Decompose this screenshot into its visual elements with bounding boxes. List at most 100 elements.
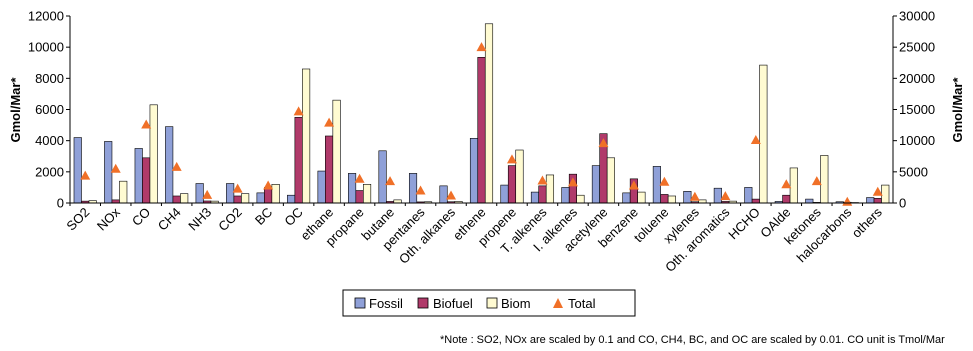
bar-fossil-toluene: [652, 166, 661, 204]
bar-fossil-butane: [378, 150, 387, 204]
legend: Fossil Biofuel Biom Total: [342, 289, 636, 317]
bar-fossil-acetylene: [591, 165, 600, 204]
bar-fossil-t-alkenes: [530, 191, 540, 204]
total-marker-benzene: [628, 180, 639, 190]
category-label: BC: [252, 205, 275, 228]
right-tick-label: 10000: [899, 133, 935, 148]
right-tick-label: 25000: [899, 40, 935, 55]
bar-biom-bc: [271, 184, 280, 204]
left-tick-label: 10000: [28, 40, 64, 55]
bar-biom-t-alkenes: [545, 174, 555, 204]
total-marker-toluene: [659, 176, 670, 186]
bar-biom-i-alkenes: [576, 194, 585, 204]
total-marker-xylenes: [689, 191, 700, 201]
left-tick-label: 0: [57, 196, 64, 211]
category-label: NH3: [185, 205, 214, 234]
right-axis-ticks: 0 5000 10000 15000 20000 25000 30000: [893, 9, 935, 211]
total-marker-nh3: [202, 189, 213, 199]
total-marker-so2: [80, 170, 91, 180]
bar-biom-acetylene: [606, 157, 615, 204]
bar-biofuel-co: [142, 157, 151, 204]
category-label: CO: [129, 205, 153, 229]
category-labels: SO2 NOx CO CH4 NH3 CO2 BC OCethanepropanebutane…: [63, 204, 885, 275]
total-markers-layer: [80, 42, 883, 206]
bar-fossil-co: [134, 148, 143, 204]
total-marker-propene: [506, 154, 517, 164]
left-axis-title: Gmol/Mar*: [8, 77, 23, 143]
bar-biofuel-ethane: [325, 135, 334, 204]
right-tick-label: 20000: [899, 71, 935, 86]
total-marker-acetylene: [598, 138, 609, 148]
total-marker-hcho: [750, 135, 761, 145]
bar-fossil-propene: [500, 184, 509, 204]
category-label: others: [849, 204, 886, 241]
bar-biofuel-oalde: [782, 194, 791, 204]
total-marker-co2: [232, 183, 243, 193]
category-label: HCHO: [725, 205, 763, 243]
bar-fossil-i-alkenes: [561, 187, 570, 204]
total-marker-oc: [293, 106, 304, 116]
bar-fossil-bc: [256, 192, 265, 204]
left-tick-label: 6000: [35, 102, 64, 117]
total-marker-pentanes: [415, 185, 426, 195]
bar-biom-ethane: [332, 99, 341, 204]
left-tick-label: 8000: [35, 71, 64, 86]
left-tick-label: 4000: [35, 133, 64, 148]
bar-biom-propane: [363, 184, 372, 204]
total-marker-halocarbons: [842, 196, 853, 206]
bar-biofuel-bc: [264, 187, 273, 204]
legend-swatch-biofuel: [417, 297, 429, 309]
right-axis-title: Gmol/Mar*: [950, 77, 965, 143]
bars-layer: [69, 23, 890, 206]
total-marker-co: [141, 119, 152, 129]
bar-biofuel-others: [873, 198, 882, 204]
legend-label-fossil: Fossil: [369, 296, 403, 311]
legend-swatch-biom: [486, 297, 498, 309]
bar-biofuel-co2: [233, 195, 242, 204]
bar-biofuel-propene: [507, 165, 517, 204]
bar-fossil-pentanes: [408, 173, 418, 204]
bar-fossil-so2: [73, 137, 82, 204]
bar-fossil-nox: [104, 141, 113, 204]
bar-biofuel-ch4: [172, 195, 181, 204]
category-label: CH4: [155, 205, 184, 234]
bar-biofuel-hcho: [751, 198, 760, 204]
bar-biom-nox: [119, 180, 128, 204]
right-tick-label: 0: [899, 196, 906, 211]
total-marker-propane: [354, 173, 365, 183]
category-label: CO2: [215, 205, 245, 235]
bar-fossil-oc: [287, 194, 296, 204]
legend-swatch-total: [553, 298, 563, 308]
bar-biofuel-oc: [294, 116, 303, 204]
bar-fossil-oth-alkanes: [439, 185, 448, 204]
bar-biom-propene: [515, 149, 524, 204]
total-marker-nox: [110, 163, 121, 173]
bar-biom-oalde: [789, 167, 798, 204]
total-marker-oth-alkanes: [446, 190, 457, 200]
bar-fossil-hcho: [744, 187, 753, 204]
total-marker-ch4: [171, 161, 182, 171]
legend-label-total: Total: [568, 296, 596, 311]
bar-biom-ketones: [820, 155, 829, 204]
legend-box: [342, 289, 636, 317]
bar-fossil-ethene: [469, 138, 479, 204]
bar-biom-others: [881, 184, 890, 204]
bar-biom-hcho: [759, 64, 768, 204]
bar-biom-ch4: [180, 193, 189, 204]
right-tick-label: 5000: [899, 164, 928, 179]
total-marker-bc: [263, 180, 274, 190]
bar-fossil-ethane: [317, 170, 326, 204]
footnote: *Note : SO2, NOx are scaled by 0.1 and C…: [440, 334, 945, 346]
bar-fossil-co2: [226, 183, 235, 204]
bar-biom-co: [149, 104, 158, 204]
left-tick-label: 12000: [28, 9, 64, 24]
bar-fossil-oth-aromatics: [713, 187, 722, 204]
total-marker-ketones: [811, 176, 822, 186]
bar-biofuel-toluene: [660, 194, 669, 204]
total-marker-t-alkenes: [537, 175, 548, 185]
total-marker-i-alkenes: [567, 177, 578, 187]
total-marker-oalde: [781, 179, 792, 189]
right-tick-label: 30000: [899, 9, 935, 24]
category-label: NOx: [94, 204, 123, 233]
